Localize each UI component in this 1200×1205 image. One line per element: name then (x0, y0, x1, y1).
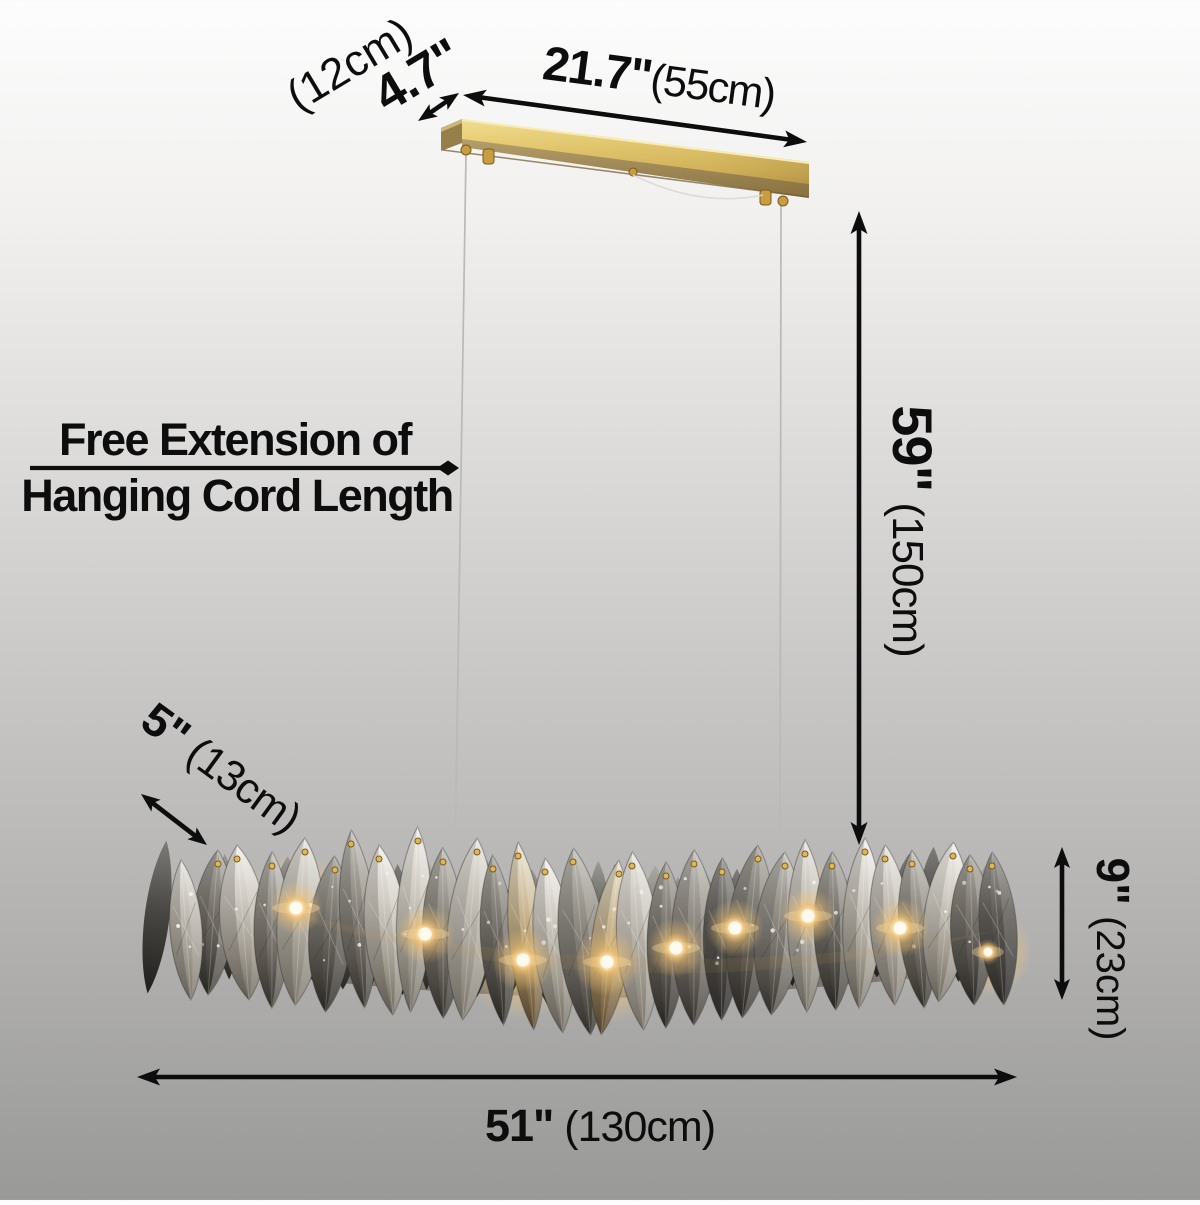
svg-text:51" (130cm): 51" (130cm) (485, 1100, 715, 1151)
svg-text:59" (150cm): 59" (150cm) (881, 405, 944, 656)
svg-text:Hanging Cord Length: Hanging Cord Length (21, 470, 452, 521)
svg-text:5" (13cm): 5" (13cm) (132, 692, 312, 842)
svg-text:Free Extension of: Free Extension of (59, 414, 414, 465)
svg-text:9" (23cm): 9" (23cm) (1087, 858, 1139, 1041)
svg-text:21.7"(55cm): 21.7"(55cm) (540, 37, 778, 120)
